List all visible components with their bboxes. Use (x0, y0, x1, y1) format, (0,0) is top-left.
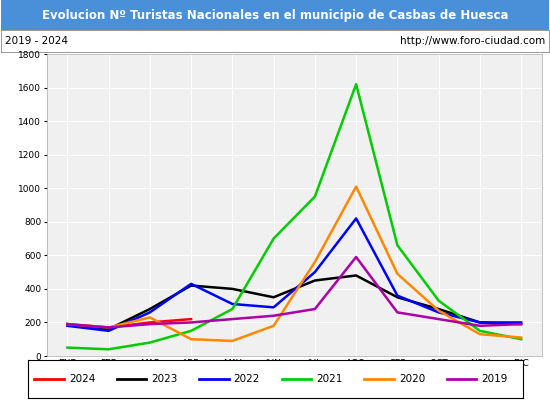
Text: Evolucion Nº Turistas Nacionales en el municipio de Casbas de Huesca: Evolucion Nº Turistas Nacionales en el m… (42, 8, 508, 22)
Text: 2019: 2019 (481, 374, 508, 384)
Text: 2019 - 2024: 2019 - 2024 (5, 36, 68, 46)
Text: 2020: 2020 (399, 374, 425, 384)
Text: 2022: 2022 (234, 374, 260, 384)
Text: 2023: 2023 (151, 374, 178, 384)
Text: 2024: 2024 (69, 374, 95, 384)
Text: http://www.foro-ciudad.com: http://www.foro-ciudad.com (400, 36, 545, 46)
Text: 2021: 2021 (316, 374, 343, 384)
